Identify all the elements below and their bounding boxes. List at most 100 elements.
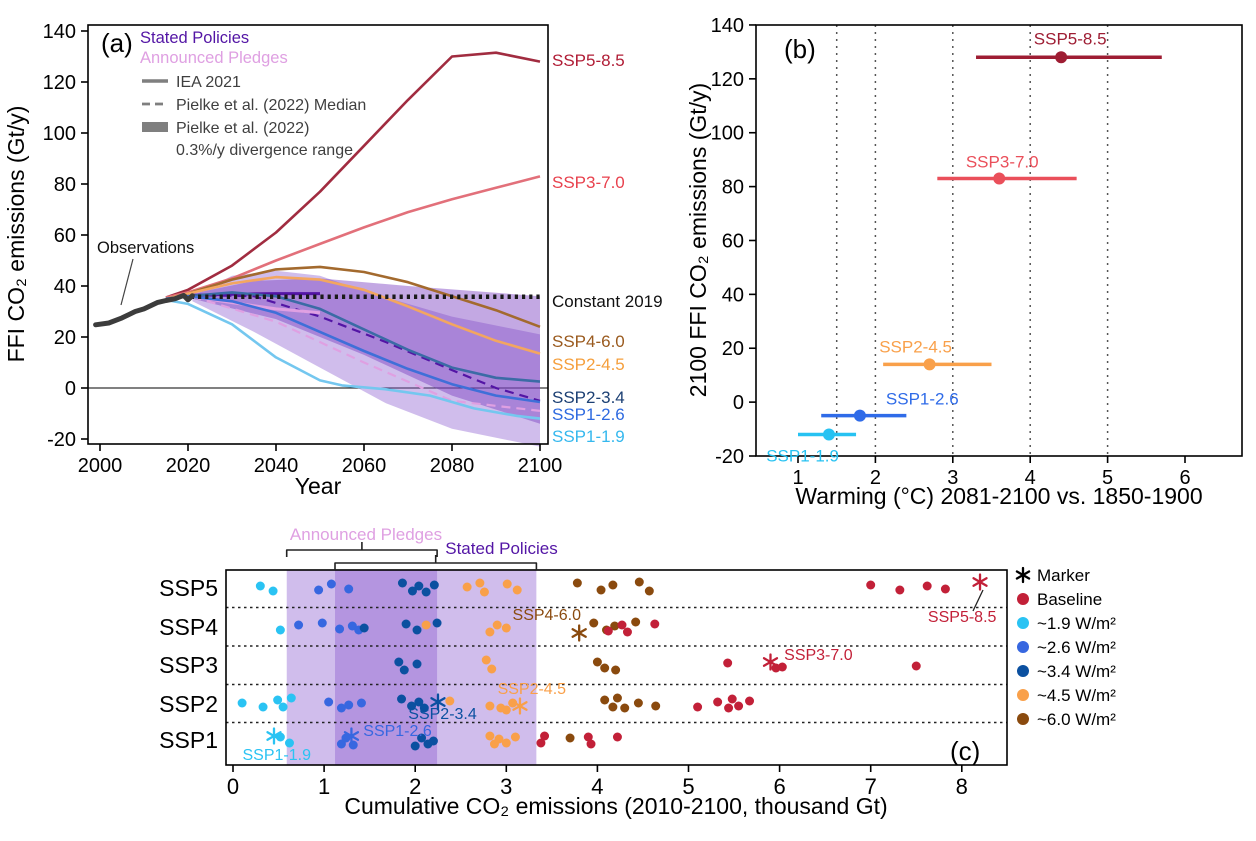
scenario-line-SSP1-2.6: [165, 294, 541, 404]
dot-SSP2: [407, 701, 417, 711]
y-tick-label: 20: [54, 327, 76, 349]
x-tick-label: 3: [500, 774, 512, 799]
dot-SSP4: [650, 619, 660, 629]
legend-marker-icon: [1015, 566, 1031, 584]
dot-SSP2: [324, 697, 334, 707]
dot-SSP2: [356, 698, 366, 708]
asterisk-stroke: [430, 697, 446, 707]
dot-SSP2: [445, 696, 455, 706]
stated-policies-bracket-label: Stated Policies: [445, 539, 557, 558]
x-tick-label: 2060: [342, 455, 387, 477]
dot-SSP4: [421, 620, 431, 630]
y-tick-label: 20: [722, 338, 744, 360]
row-label-SSP5: SSP5: [159, 575, 218, 601]
y-tick-label: 100: [43, 123, 76, 145]
dot-SSP5: [608, 580, 618, 590]
x-tick-label: 7: [865, 774, 877, 799]
dot-SSP2: [608, 702, 618, 712]
dot-SSP3: [394, 657, 404, 667]
dot-SSP5: [479, 587, 489, 597]
legend-dot-icon: [1017, 689, 1029, 701]
dot-SSP1: [417, 733, 427, 743]
legend-item-label: ~6.0 W/m²: [1037, 710, 1116, 729]
dot-SSP5: [596, 585, 606, 595]
dot-SSP5: [572, 578, 582, 588]
point-label-SSP1-2.6: SSP1-2.6: [886, 390, 959, 409]
scenario-label-SSP2-4.5: SSP2-4.5: [552, 355, 625, 374]
dot-SSP3: [487, 664, 497, 674]
dot-SSP2: [414, 697, 424, 707]
dot-SSP5: [421, 587, 431, 597]
stated-policies-bracket: [334, 562, 538, 570]
stated-policies-range: [335, 570, 537, 765]
dot-SSP2: [419, 703, 429, 713]
dot-SSP4: [401, 619, 411, 629]
dot-SSP3: [723, 658, 733, 668]
dot-SSP5: [866, 580, 876, 590]
panel-c-xaxis-title: Cumulative CO₂ emissions (2010-2100, tho…: [344, 793, 887, 819]
dot-SSP4: [492, 620, 502, 630]
scenario-line-SSP4-6.0: [165, 265, 541, 329]
legend-dot-icon: [1017, 617, 1029, 629]
dot-SSP5: [922, 581, 932, 591]
asterisk-stroke: [266, 731, 282, 741]
y-tick-label: 0: [733, 392, 744, 414]
x-tick-label: 1: [792, 467, 803, 489]
y-tick-label: 40: [722, 284, 744, 306]
asterisk-stroke: [343, 731, 360, 741]
y-tick-label: 100: [711, 123, 744, 145]
dot-SSP2: [501, 705, 511, 715]
dot-SSP1: [428, 736, 438, 746]
row-label-SSP4: SSP4: [159, 614, 218, 640]
dot-SSP2: [612, 693, 622, 703]
constant-2019-label: Constant 2019: [552, 292, 663, 311]
dot-SSP3: [611, 665, 621, 675]
dot-SSP2: [286, 693, 296, 703]
legend-item-label: Marker: [1037, 566, 1090, 585]
dot-SSP4: [359, 623, 369, 633]
panel-b-warming-scatter: 1 2 3 4 5 6 -20 0 20 40 60 80 100 120 140 SSP5-8.5 SSP3-…: [711, 15, 1243, 489]
dot-SSP5: [940, 584, 950, 594]
legend-item-label: ~2.6 W/m²: [1037, 638, 1116, 657]
y-tick-label: 120: [43, 72, 76, 94]
legend-item-label: Pielke et al. (2022) Median: [176, 97, 366, 114]
marker-SSP2: [512, 697, 528, 715]
panel-b-letter: (b): [784, 34, 816, 64]
point-label-SSP3-7.0: SSP3-7.0: [966, 153, 1039, 172]
observations-leader: [120, 258, 134, 306]
dot-SSP1: [348, 740, 358, 750]
dot-SSP5: [644, 586, 654, 596]
dot-SSP3: [412, 659, 422, 669]
dot-SSP4: [317, 618, 327, 628]
dot-SSP4: [412, 625, 422, 635]
dot-SSP5: [462, 582, 472, 592]
x-tick-label: 2080: [430, 455, 475, 477]
legend-item-label: Baseline: [1037, 590, 1102, 609]
legend-item-label: ~1.9 W/m²: [1037, 614, 1116, 633]
dot-SSP3: [399, 665, 409, 675]
dot-SSP4: [617, 620, 627, 630]
y-tick-label: 80: [722, 177, 744, 199]
dot-SSP1: [612, 732, 622, 742]
dot-SSP5: [344, 584, 354, 594]
dot-SSP2: [713, 697, 723, 707]
y-tick-label: 140: [43, 21, 76, 43]
x-tick-label: 5: [1102, 467, 1113, 489]
y-tick-label: 140: [711, 15, 744, 37]
annotation-SSP1-1.9: SSP1-1.9: [242, 747, 311, 764]
announced-pledges-bracket-label: Announced Pledges: [290, 525, 442, 544]
scenario-label-SSP4-6.0: SSP4-6.0: [552, 332, 625, 351]
dot-SSP5: [895, 585, 905, 595]
legend-dot-icon: [1017, 665, 1029, 677]
x-tick-label: 2020: [166, 455, 211, 477]
legend-item-label-2: 0.3%/y divergence range: [176, 142, 353, 159]
marker-SSP3: [762, 653, 779, 671]
asterisk-stroke: [1015, 570, 1031, 580]
scenario-label-SSP1-2.6: SSP1-2.6: [552, 405, 625, 424]
dot-SSP2: [397, 694, 407, 704]
dot-SSP2: [273, 695, 283, 705]
observations-label: Observations: [97, 239, 194, 257]
x-tick-label: 1: [318, 774, 330, 799]
scenario-line-SSP3-7.0: [165, 175, 541, 299]
x-tick-label: 2000: [78, 455, 123, 477]
